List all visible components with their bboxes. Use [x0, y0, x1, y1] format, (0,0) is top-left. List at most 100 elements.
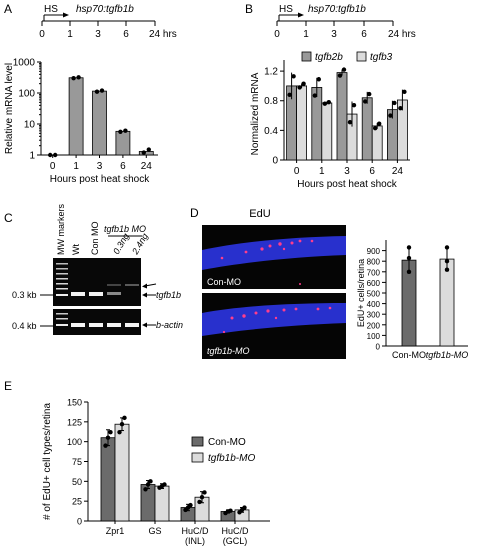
edu-spot	[260, 247, 264, 251]
panel-label-e: E	[4, 379, 12, 393]
y-axis-label: Normalized mRNA	[250, 72, 261, 155]
timeline-tick-label: 24 hrs	[388, 29, 416, 40]
edu-spot	[282, 247, 286, 251]
panel-label-d: D	[190, 206, 199, 220]
y-tick-label: 100	[18, 89, 35, 100]
micrograph-panel: EdU Con-MO	[202, 208, 346, 359]
legend-swatch	[191, 452, 204, 463]
data-point	[388, 113, 393, 118]
data-point	[373, 125, 378, 131]
x-tick-label: Con-MO	[392, 350, 426, 360]
timeline-hs-arrowhead	[63, 12, 69, 18]
x-tick-label: 3	[97, 161, 103, 172]
gel-size-label: 0.3 kb	[12, 290, 37, 300]
data-point	[197, 499, 202, 505]
ladder-band	[56, 294, 68, 296]
edu-spot	[222, 330, 226, 334]
ladder-band	[56, 318, 68, 320]
legend-label: tgfb2b	[315, 52, 343, 63]
data-point	[141, 150, 146, 155]
bar-tgfb3	[371, 125, 383, 161]
timeline-tick-label: 1	[67, 29, 73, 40]
data-point	[48, 152, 53, 158]
y-axis-label: EdU+ cells/retina	[356, 259, 366, 327]
data-point	[148, 479, 153, 484]
data-point	[99, 88, 105, 93]
timeline-hs-label: HS	[44, 4, 58, 15]
micrograph-label: Con-MO	[207, 277, 241, 287]
retina-layer-con	[202, 236, 346, 270]
data-point	[367, 91, 372, 97]
data-point	[322, 101, 327, 106]
gel-lane-label: 2.4ng	[130, 231, 150, 256]
y-tick-label: 300	[367, 311, 381, 320]
edu-spot	[268, 244, 272, 248]
y-tick-label: 100	[367, 332, 381, 341]
y-tick-label: 900	[367, 247, 381, 256]
x-tick-label: 3	[344, 166, 350, 177]
micrograph-title: EdU	[249, 208, 270, 220]
legend-label: tgfb3	[370, 52, 393, 63]
timeline-a: HS hsp70:tgfb1b 0 1 3 6 24 hrs	[39, 4, 177, 40]
data-point	[117, 429, 122, 435]
gel-band-label: b-actin	[156, 320, 183, 330]
y-tick-label: 200	[367, 321, 381, 330]
data-point	[316, 77, 321, 82]
edu-spot	[282, 308, 286, 312]
edu-spot	[310, 239, 314, 243]
legend-label: tgfb1b-MO	[208, 453, 255, 464]
x-tick-label: 1	[319, 166, 325, 177]
data-point	[444, 259, 450, 264]
gel-lane-label: 0.3ng	[111, 231, 131, 256]
gel-image-upper	[53, 258, 141, 306]
data-point	[312, 93, 317, 98]
data-point	[146, 147, 151, 152]
data-point	[122, 415, 127, 421]
legend-swatch	[356, 51, 367, 62]
timeline-b: HS hsp70:tgfb1b 0 1 3 6 24 hrs	[274, 4, 416, 40]
data-point	[377, 121, 382, 126]
bar	[92, 90, 107, 156]
timeline-tick-label: 6	[361, 29, 367, 40]
x-tick-label: 0	[294, 166, 300, 177]
legend-swatch	[301, 51, 312, 62]
data-point	[301, 81, 306, 86]
retina-layer-tgfb1b	[202, 303, 346, 336]
data-point	[341, 67, 347, 72]
ladder-band	[56, 278, 68, 280]
bar-0	[100, 437, 116, 522]
timeline-construct: hsp70:tgfb1b	[76, 4, 134, 15]
timeline-construct: hsp70:tgfb1b	[308, 4, 366, 15]
edu-spot	[220, 256, 224, 260]
legend-swatch	[191, 436, 204, 447]
x-tick-label: 6	[120, 161, 126, 172]
bar-tgfb3	[321, 102, 333, 161]
x-axis-label: Hours post heat shock	[297, 179, 397, 190]
gel-band-tgfb1b-03ng	[107, 292, 121, 295]
chart-a: 1 10 100 1000 0 1 3 6 24 Hours post heat shock Rel…	[4, 58, 158, 185]
data-point	[398, 105, 403, 111]
y-tick-label: 0.8	[264, 96, 278, 107]
data-point	[291, 74, 296, 79]
timeline-hs-arrow	[43, 14, 65, 21]
gel-panel: MW markers Wt Con MO tgfb1b MO 0.3ng 2.4…	[12, 204, 183, 335]
data-point	[123, 128, 128, 133]
edu-spot	[274, 316, 278, 320]
data-point	[347, 120, 353, 125]
ladder-band	[56, 273, 68, 275]
timeline-tick-label: 6	[123, 29, 129, 40]
y-tick-label: 1.2	[264, 67, 278, 78]
gel-band-arrowhead	[142, 283, 147, 289]
y-tick-label: 700	[367, 268, 381, 277]
timeline-hs-label: HS	[279, 4, 293, 15]
data-point	[94, 89, 100, 94]
data-point	[406, 255, 412, 261]
gel-band-tgfb1b-wt	[71, 292, 85, 296]
bar-1	[154, 485, 170, 522]
data-point	[444, 267, 450, 272]
data-point	[53, 152, 58, 158]
gel-band-actin-24ng	[125, 323, 139, 327]
y-axis-label: # of EdU+ cell types/retina	[42, 403, 53, 520]
y-tick-label: 25	[72, 497, 82, 507]
